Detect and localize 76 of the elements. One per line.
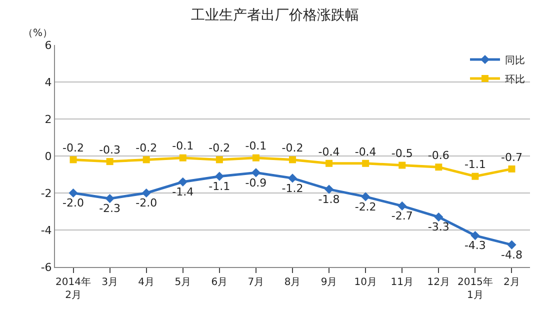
point	[324, 184, 334, 194]
data-label: -0.9	[245, 176, 267, 190]
chart-title: 工业生产者出厂价格涨跌幅	[191, 7, 359, 24]
x-tick-label: 10月	[354, 277, 377, 288]
x-tick-label: 12月	[427, 277, 450, 288]
data-label: -1.8	[318, 192, 340, 206]
point	[214, 172, 224, 181]
data-label: -0.3	[99, 143, 121, 156]
point	[326, 160, 333, 167]
x-tick-label: 11月	[390, 277, 414, 288]
data-label: -0.4	[318, 145, 340, 158]
point	[289, 156, 296, 164]
data-label: -0.2	[62, 142, 84, 155]
point	[252, 154, 260, 162]
data-label: -2.0	[136, 196, 158, 210]
point	[70, 156, 77, 164]
data-label: -2.3	[99, 202, 121, 216]
point	[142, 156, 150, 164]
x-tick-label: 4月	[138, 277, 155, 288]
data-label: -3.3	[428, 220, 450, 234]
data-label: -4.3	[464, 239, 486, 252]
legend-label: 环比	[505, 73, 525, 86]
data-label: -0.2	[282, 142, 304, 155]
point	[251, 168, 261, 178]
y-tick-label: -6	[40, 260, 52, 274]
x-tick-label: 2015年 1月	[457, 276, 493, 301]
data-label: -0.1	[245, 140, 267, 153]
data-label: -1.4	[172, 186, 194, 199]
x-tick-label: 2月	[504, 277, 520, 288]
point	[434, 212, 444, 222]
point	[470, 231, 480, 240]
point	[68, 188, 78, 198]
data-label: -0.6	[428, 148, 450, 162]
data-label: -2.2	[354, 200, 376, 214]
y-tick-label: -2	[40, 186, 52, 200]
point	[216, 156, 223, 164]
data-label: -2.7	[391, 210, 413, 223]
data-label: -0.2	[208, 142, 230, 155]
y-tick-label: 2	[44, 112, 52, 126]
data-label: -0.7	[500, 150, 522, 164]
y-tick-label: 0	[44, 150, 52, 163]
legend-label: 同比	[505, 54, 525, 66]
y-tick-label: 4	[44, 76, 52, 89]
point	[435, 164, 442, 171]
data-label: -4.8	[500, 248, 522, 262]
x-tick-label: 5月	[174, 277, 192, 288]
point	[362, 160, 370, 167]
x-tick-label: 2014年 2月	[56, 276, 91, 301]
point	[398, 162, 406, 169]
point	[398, 201, 407, 210]
y-axis-title: （%）	[23, 28, 53, 39]
data-label: -0.1	[172, 140, 194, 153]
data-label: -0.5	[391, 147, 413, 160]
data-label: -0.4	[354, 145, 376, 158]
point	[508, 165, 516, 172]
point	[472, 172, 479, 180]
data-label: -1.2	[282, 182, 304, 195]
point	[288, 174, 298, 183]
x-tick-label: 9月	[320, 277, 338, 288]
data-label: -1.1	[464, 158, 486, 172]
data-label: -0.2	[136, 142, 158, 155]
x-tick-label: 8月	[284, 277, 301, 288]
y-tick-label: 6	[44, 38, 52, 52]
data-label: -2.0	[62, 196, 84, 210]
point	[178, 177, 188, 186]
y-tick-label: -4	[40, 224, 52, 237]
point	[361, 192, 370, 202]
x-tick-label: 6月	[211, 277, 228, 288]
x-tick-label: 3月	[102, 277, 118, 288]
point	[106, 158, 114, 166]
point	[179, 154, 186, 162]
data-label: -1.1	[208, 180, 230, 193]
x-tick-label: 7月	[248, 277, 264, 288]
point	[142, 188, 151, 198]
point	[507, 240, 516, 250]
point	[105, 194, 114, 204]
